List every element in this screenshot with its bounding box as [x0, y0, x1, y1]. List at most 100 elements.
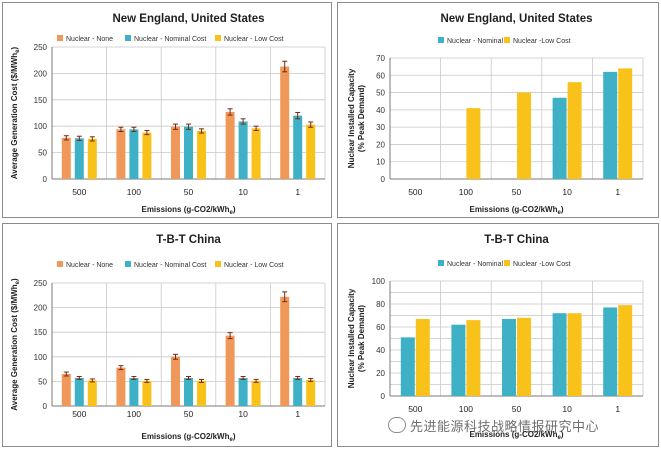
y-axis-label-line2: (% Peak Demand) [357, 305, 366, 372]
legend-label: Nuclear -Low Cost [513, 38, 571, 45]
bar [87, 138, 97, 179]
x-tick-label: 1 [295, 409, 300, 419]
x-tick-label: 500 [408, 187, 422, 197]
x-axis-label: Emissions (g-CO2/kWhe) [141, 432, 235, 443]
bar [142, 380, 152, 406]
y-tick-label: 20 [376, 140, 385, 149]
legend-label: Nuclear - Nominal Cost [134, 262, 206, 269]
x-tick-label: 500 [72, 187, 86, 197]
y-tick-label: 40 [376, 106, 385, 115]
bar [603, 307, 618, 396]
bar [415, 318, 430, 396]
chart-ne-cost: New England, United States Nuclear - None… [10, 13, 326, 216]
bar [306, 379, 316, 406]
bar [618, 305, 633, 396]
x-tick-label: 100 [459, 404, 473, 414]
legend-label: Nuclear - Nominal [447, 261, 503, 268]
chart-panel-china-capacity: T-B-T China Nuclear - Nominal Nuclear -Low… [337, 223, 659, 447]
x-axis-label-close: ) [561, 205, 564, 214]
bar [567, 82, 582, 179]
x-tick-label: 100 [459, 187, 473, 197]
bar [129, 377, 139, 406]
bar [280, 66, 290, 179]
bar [61, 374, 71, 406]
bar [238, 377, 248, 406]
x-axis-label-sub: e [230, 210, 234, 216]
y-tick-label: 100 [34, 122, 48, 131]
bar [306, 124, 316, 179]
bar [116, 129, 126, 179]
legend-swatch [57, 35, 63, 41]
legend-swatch [125, 35, 131, 41]
legend-swatch [215, 261, 221, 267]
legend-swatch [215, 35, 221, 41]
y-tick-label: 250 [34, 43, 48, 52]
x-tick-label: 500 [408, 404, 422, 414]
wechat-icon [388, 417, 406, 433]
chart-china-cost: T-B-T China Nuclear - None Nuclear - Nomin… [10, 234, 326, 443]
y-tick-label: 50 [38, 377, 47, 386]
chart-title: T-B-T China [484, 234, 549, 246]
y-tick-label: 150 [34, 96, 48, 105]
x-tick-label: 50 [184, 187, 194, 197]
bar [225, 111, 235, 179]
y-axis-label-line2: (% Peak Demand) [357, 85, 366, 152]
chart-panel-china-cost: T-B-T China Nuclear - None Nuclear - Nomin… [2, 223, 332, 447]
x-axis-label: Emissions (g-CO2/kWhe) [469, 430, 563, 441]
bar [517, 317, 531, 396]
legend-swatch [438, 260, 444, 266]
y-tick-label: 200 [34, 304, 48, 313]
x-tick-label: 1 [615, 404, 620, 414]
y-tick-label: 60 [376, 71, 385, 80]
y-tick-label: 50 [376, 89, 385, 98]
bar [74, 377, 84, 406]
bar [517, 92, 531, 179]
y-axis-label: Nuclear Installed Capacity [347, 68, 356, 168]
y-axis-label-close: ) [10, 278, 19, 281]
chart-title: New England, United States [440, 13, 592, 25]
y-axis-label-close: ) [10, 46, 19, 49]
bar [74, 138, 84, 179]
x-axis-label-sub: e [558, 435, 562, 441]
x-tick-label: 50 [512, 404, 522, 414]
y-axis-label-main: Average Generation Cost ($/MWh [10, 53, 19, 180]
y-axis-label-sub: e [15, 49, 21, 53]
bar [142, 132, 152, 179]
x-axis-label-close: ) [561, 430, 564, 439]
legend-label: Nuclear - Nominal Cost [134, 36, 206, 43]
bar [618, 68, 633, 179]
bar [400, 337, 415, 396]
bar [171, 126, 180, 179]
x-axis-label-sub: e [230, 437, 234, 443]
x-axis-label-main: Emissions (g-CO2/kWh [469, 205, 557, 214]
x-axis-label-close: ) [233, 432, 236, 441]
legend-swatch [438, 37, 444, 43]
bar [197, 380, 206, 406]
bar [466, 108, 481, 179]
bar [197, 130, 206, 179]
y-tick-label: 0 [43, 175, 48, 184]
y-tick-label: 70 [376, 54, 385, 63]
bar [87, 380, 97, 406]
chart-title: New England, United States [112, 13, 264, 25]
y-tick-label: 80 [376, 300, 385, 309]
chart-china-capacity: T-B-T China Nuclear - Nominal Nuclear -Low… [347, 234, 644, 441]
bar [552, 97, 567, 179]
bar [116, 367, 126, 406]
legend-label: Nuclear - Low Cost [224, 262, 284, 269]
y-tick-label: 100 [372, 277, 386, 286]
chart-title: T-B-T China [156, 234, 221, 246]
x-tick-label: 50 [512, 187, 522, 197]
y-tick-label: 10 [376, 158, 385, 167]
bar [184, 377, 193, 406]
x-tick-label: 500 [72, 409, 86, 419]
x-axis-label-close: ) [233, 205, 236, 214]
bar [567, 313, 582, 396]
legend-swatch [125, 261, 131, 267]
bar [129, 129, 139, 179]
watermark-text: 先进能源科技战略情报研究中心 [410, 420, 600, 435]
bar [466, 320, 481, 396]
legend-swatch [57, 261, 63, 267]
legend-swatch [504, 37, 510, 43]
legend-label: Nuclear - Low Cost [224, 36, 284, 43]
